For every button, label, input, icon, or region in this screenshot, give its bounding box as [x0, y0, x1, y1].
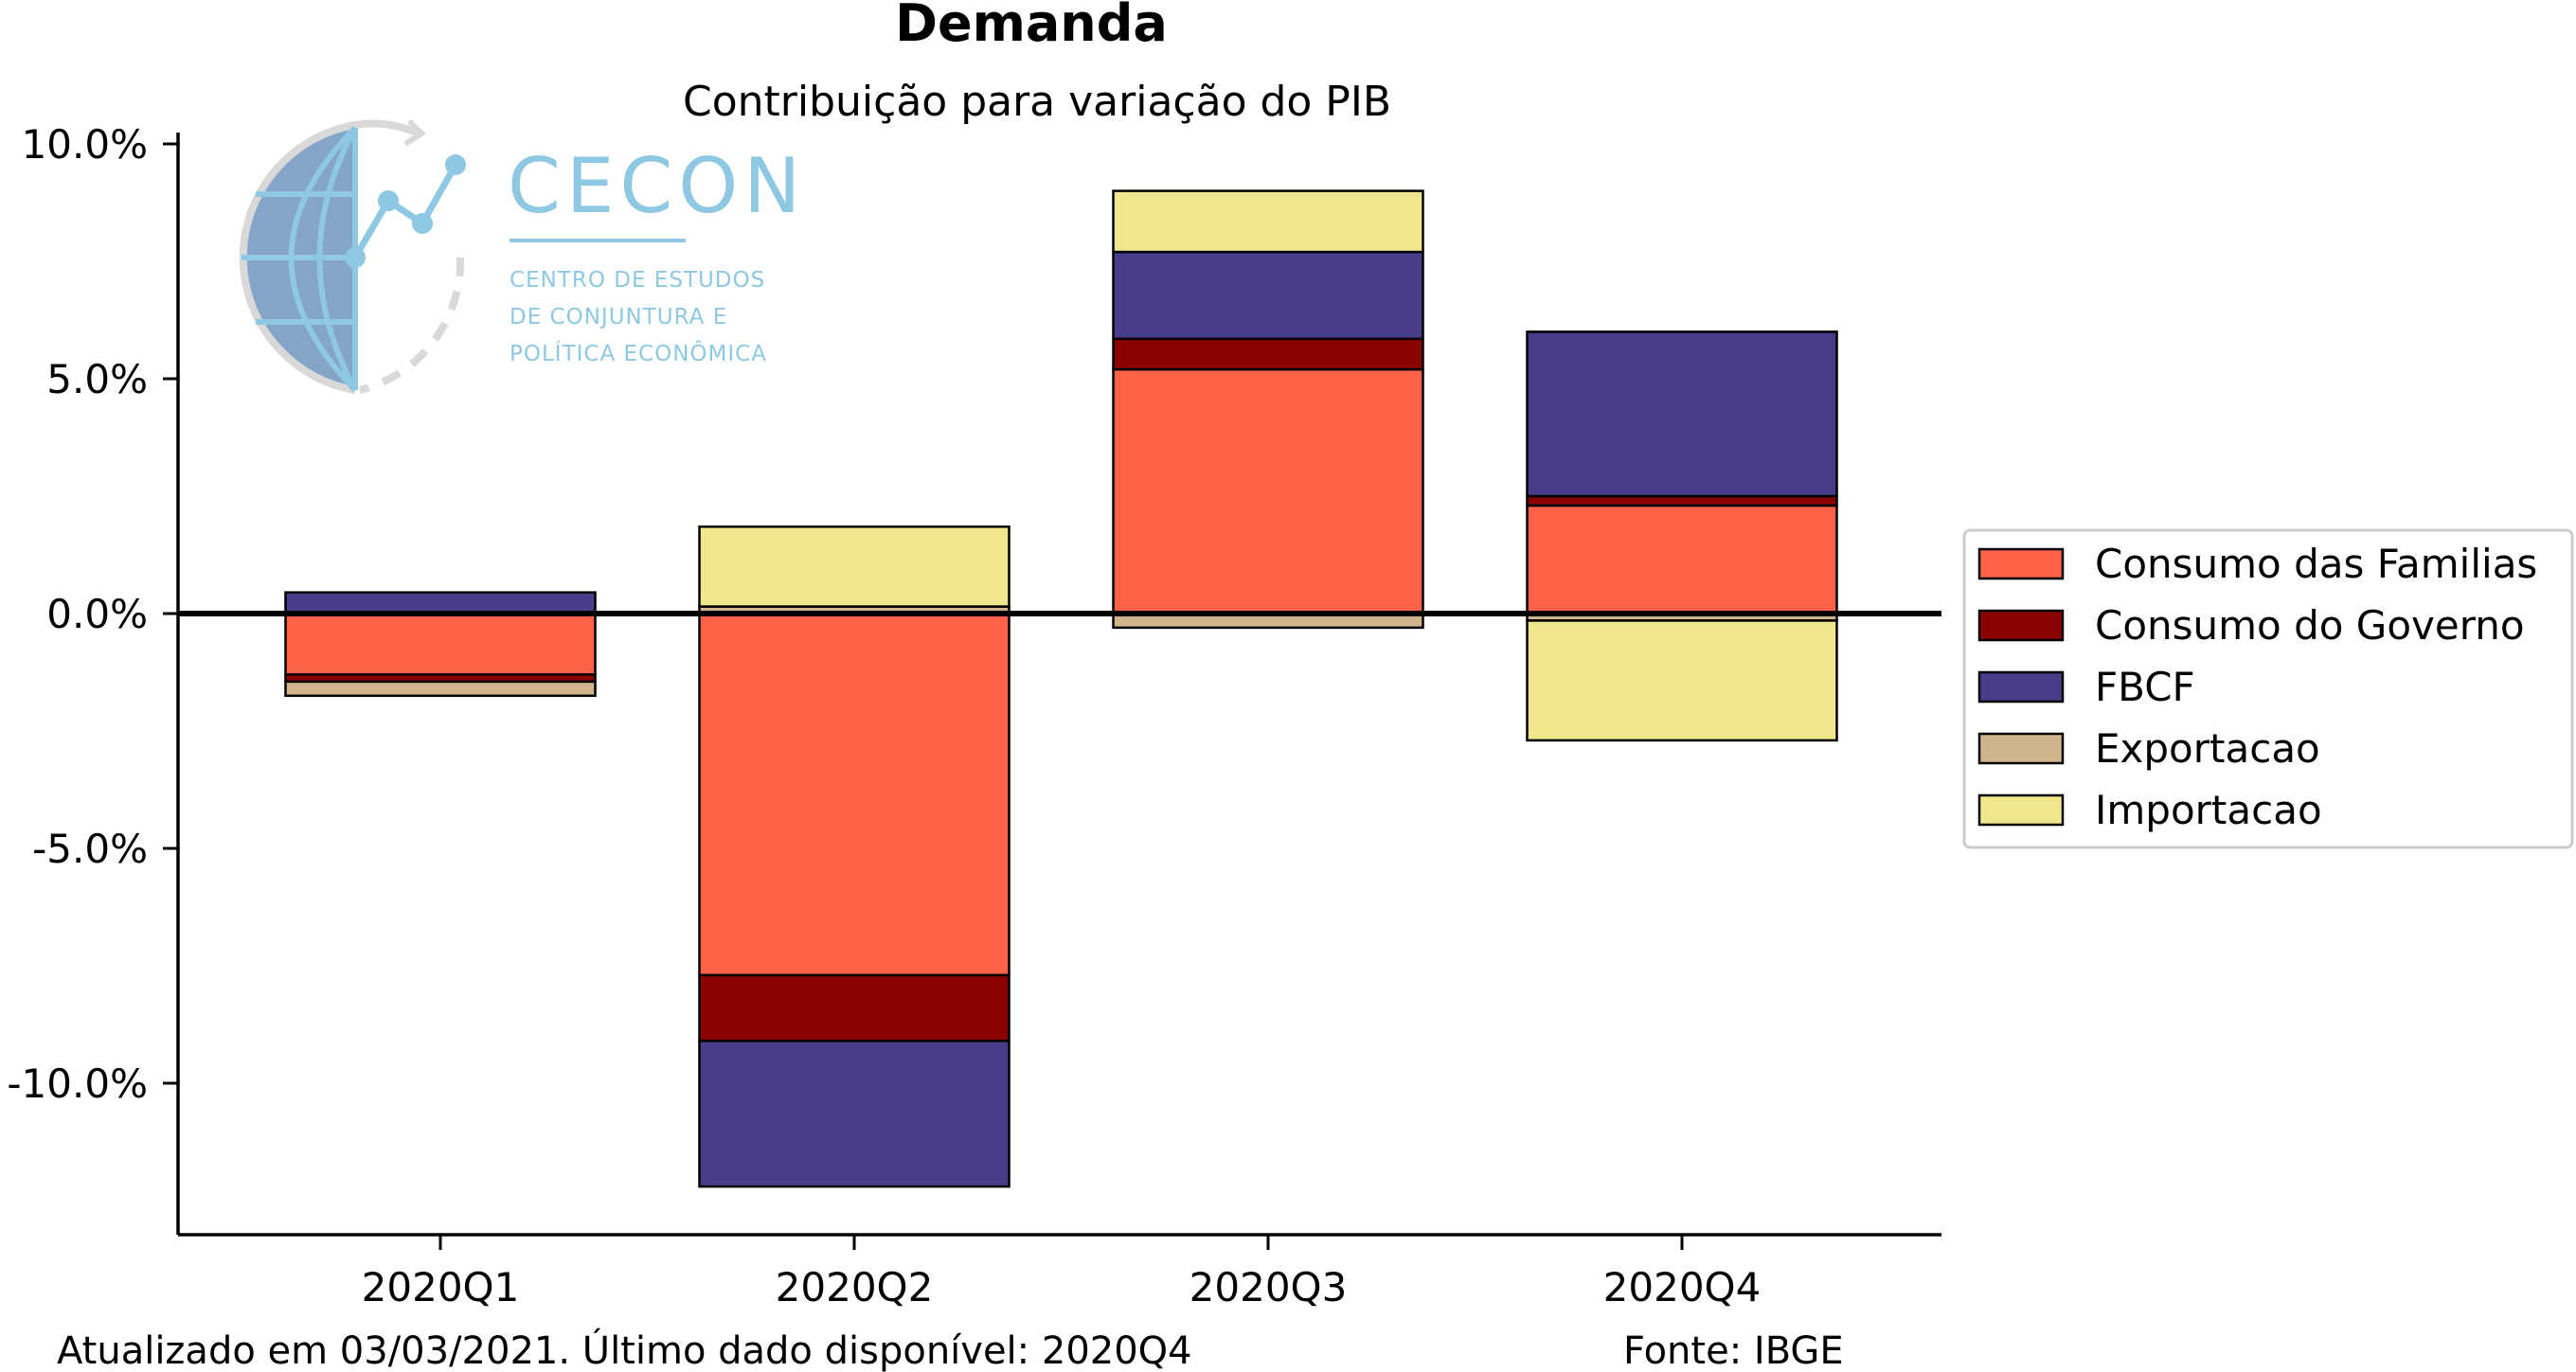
y-tick-label: -10.0%: [7, 1060, 148, 1107]
legend-label: Exportacao: [2095, 725, 2320, 772]
legend-swatch: [1977, 732, 2065, 765]
x-tick-label: 2020Q2: [776, 1264, 934, 1310]
bar-2020Q1-consumo-das-familias: [284, 612, 597, 676]
chart-subtitle: Contribuição para variação do PIB: [683, 78, 1391, 126]
footer-updated: Atualizado em 03/03/2021. Último dado di…: [57, 1327, 1192, 1372]
x-tick-label: 2020Q1: [362, 1264, 520, 1310]
bar-2020Q3-consumo-das-familias: [1112, 367, 1424, 615]
bar-2020Q4-fbcf: [1526, 330, 1838, 498]
footer-source: Fonte: IBGE: [1623, 1329, 1844, 1372]
legend-swatch: [1977, 547, 2065, 580]
logo-line-3: POLÍTICA ECONÔMICA: [510, 340, 767, 366]
bar-2020Q3-fbcf: [1112, 250, 1424, 341]
y-tick-label: 10.0%: [22, 121, 148, 168]
legend-swatch: [1977, 670, 2065, 704]
legend-swatch: [1977, 793, 2065, 827]
y-tick-label: -5.0%: [32, 826, 148, 872]
legend-label: Consumo do Governo: [2095, 602, 2525, 649]
bar-2020Q3-consumo-do-governo: [1112, 337, 1424, 371]
bar-2020Q2-fbcf: [698, 1040, 1011, 1188]
logo-line-2: DE CONJUNTURA E: [510, 305, 727, 330]
bar-2020Q4-importacao: [1526, 619, 1838, 742]
bar-2020Q2-importacao: [698, 525, 1011, 608]
legend-label: FBCF: [2095, 664, 2195, 710]
x-tick-label: 2020Q3: [1190, 1264, 1348, 1310]
logo-line-1: CENTRO DE ESTUDOS: [510, 268, 765, 293]
cecon-logo: CECON CENTRO DE ESTUDOS DE CONJUNTURA E …: [239, 118, 806, 394]
x-tick-label: 2020Q4: [1603, 1264, 1762, 1310]
legend-box: [1962, 528, 2574, 849]
legend-label: Importacao: [2095, 787, 2322, 833]
bar-2020Q2-consumo-do-governo: [698, 973, 1011, 1042]
y-tick-label: 5.0%: [46, 356, 148, 402]
legend-label: Consumo das Familias: [2095, 541, 2537, 587]
y-tick-label: 0.0%: [46, 591, 148, 637]
bar-2020Q4-consumo-do-governo: [1526, 494, 1838, 508]
bar-2020Q1-exportacao: [284, 680, 597, 698]
legend-swatch: [1977, 609, 2065, 642]
bar-2020Q1-fbcf: [284, 591, 597, 615]
bars-layer: [284, 189, 1838, 1188]
chart-title: Demanda: [895, 0, 1168, 53]
bar-2020Q2-consumo-das-familias: [698, 612, 1011, 977]
legend: Consumo das Familias Consumo do Governo FB…: [1962, 528, 2574, 849]
bar-2020Q4-consumo-das-familias: [1526, 504, 1838, 615]
bar-2020Q3-importacao: [1112, 189, 1424, 254]
axes-layer: 10.0% 5.0% 0.0% -5.0% -10.0% 2020Q1 2020Q2 2020…: [7, 121, 1941, 1310]
logo-name: CECON: [508, 142, 806, 230]
